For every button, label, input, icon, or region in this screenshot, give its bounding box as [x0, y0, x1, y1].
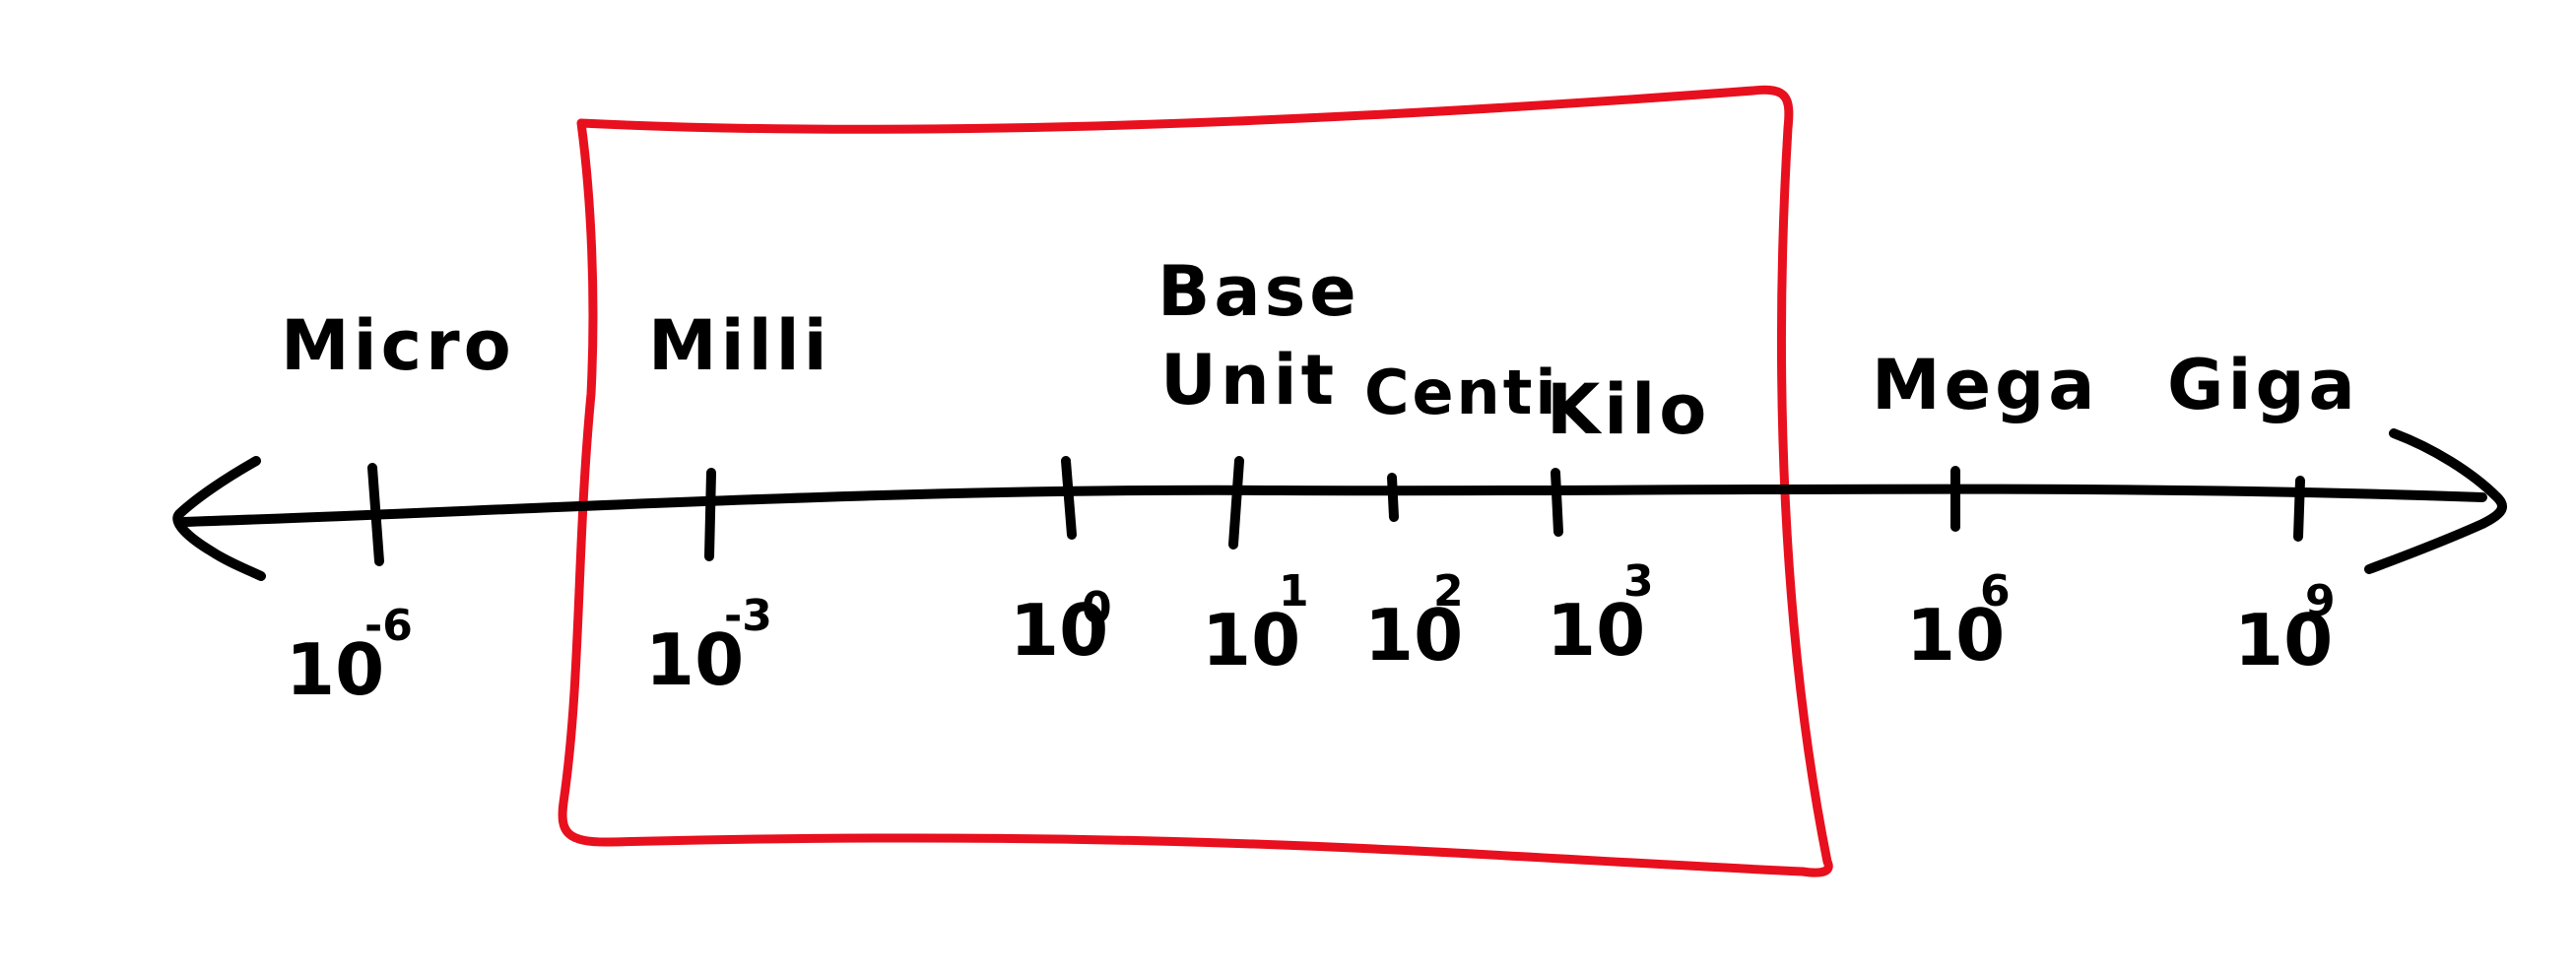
power-label-mega: 10 6 [1906, 566, 2011, 677]
power-exponent: -6 [364, 601, 413, 651]
base-unit-line-1: Base [1157, 251, 1360, 332]
power-base: 10 [1010, 589, 1108, 672]
power-base: 10 [1202, 599, 1300, 681]
tick-centi [1387, 473, 1399, 522]
tick-micro [367, 463, 384, 566]
power-label-centi: 10 2 [1364, 566, 1464, 677]
power-base: 10 [2234, 599, 2333, 681]
power-label-giga: 10 9 [2234, 576, 2336, 681]
power-base: 10 [1364, 594, 1463, 677]
tick-kilo [1551, 468, 1563, 537]
tick-10-0 [1061, 456, 1077, 540]
base-unit-line-2: Unit [1160, 340, 1338, 421]
power-base: 10 [1906, 594, 2005, 677]
power-base: 10 [645, 618, 744, 701]
prefix-label-base-unit: Base Unit [1157, 251, 1388, 421]
power-label-milli: 10 -3 [645, 591, 772, 701]
tick-base-unit [1228, 456, 1244, 550]
power-exponent: 2 [1433, 566, 1464, 616]
power-exponent: 6 [1980, 566, 2011, 616]
highlight-box [558, 85, 1833, 877]
power-exponent: 0 [1082, 583, 1112, 633]
prefix-label-kilo: Kilo [1547, 369, 1710, 450]
power-label-base-unit: 10 1 [1202, 566, 1309, 681]
power-exponent: 1 [1279, 566, 1309, 616]
number-line [177, 484, 2487, 527]
prefix-label-mega: Mega [1872, 345, 2098, 425]
tick-giga [2293, 476, 2305, 542]
power-exponent: -3 [724, 591, 772, 641]
power-base: 10 [1547, 589, 1645, 672]
prefix-label-micro: Micro [281, 305, 515, 386]
tick-milli [704, 468, 716, 561]
power-label-10-0: 10 0 [1010, 583, 1112, 672]
left-arrow-head [172, 456, 266, 581]
prefix-label-centi: Centi [1364, 356, 1559, 428]
power-label-kilo: 10 3 [1547, 556, 1654, 672]
power-exponent: 9 [2305, 576, 2336, 626]
power-base: 10 [286, 628, 384, 711]
prefix-label-milli: Milli [648, 305, 831, 386]
power-exponent: 3 [1623, 556, 1654, 607]
right-arrow-head [2364, 428, 2507, 574]
prefix-label-giga: Giga [2167, 345, 2359, 425]
power-label-micro: 10 -6 [286, 601, 413, 711]
